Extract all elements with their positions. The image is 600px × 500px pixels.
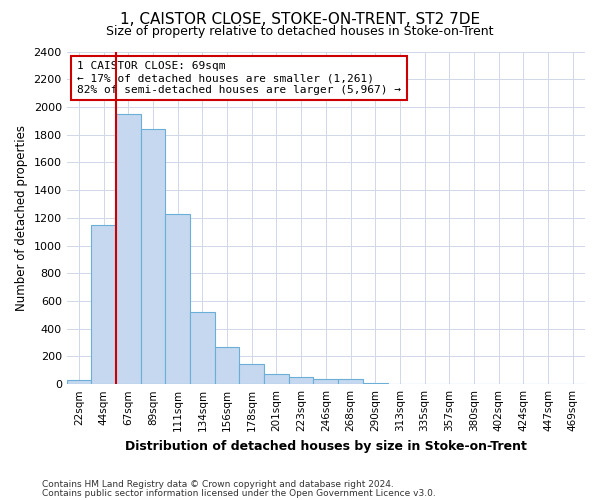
Text: Contains public sector information licensed under the Open Government Licence v3: Contains public sector information licen… bbox=[42, 488, 436, 498]
Bar bbox=[313, 378, 338, 384]
Bar bbox=[215, 347, 239, 384]
Bar bbox=[116, 114, 141, 384]
Bar bbox=[239, 364, 264, 384]
Bar bbox=[67, 380, 91, 384]
Text: Contains HM Land Registry data © Crown copyright and database right 2024.: Contains HM Land Registry data © Crown c… bbox=[42, 480, 394, 489]
Text: 1, CAISTOR CLOSE, STOKE-ON-TRENT, ST2 7DE: 1, CAISTOR CLOSE, STOKE-ON-TRENT, ST2 7D… bbox=[120, 12, 480, 28]
Text: 1 CAISTOR CLOSE: 69sqm
← 17% of detached houses are smaller (1,261)
82% of semi-: 1 CAISTOR CLOSE: 69sqm ← 17% of detached… bbox=[77, 62, 401, 94]
Bar bbox=[264, 374, 289, 384]
Bar bbox=[190, 312, 215, 384]
Bar bbox=[141, 129, 166, 384]
Bar bbox=[91, 225, 116, 384]
Bar bbox=[166, 214, 190, 384]
Y-axis label: Number of detached properties: Number of detached properties bbox=[15, 125, 28, 311]
Bar bbox=[289, 377, 313, 384]
Text: Size of property relative to detached houses in Stoke-on-Trent: Size of property relative to detached ho… bbox=[106, 25, 494, 38]
X-axis label: Distribution of detached houses by size in Stoke-on-Trent: Distribution of detached houses by size … bbox=[125, 440, 527, 452]
Bar bbox=[338, 380, 363, 384]
